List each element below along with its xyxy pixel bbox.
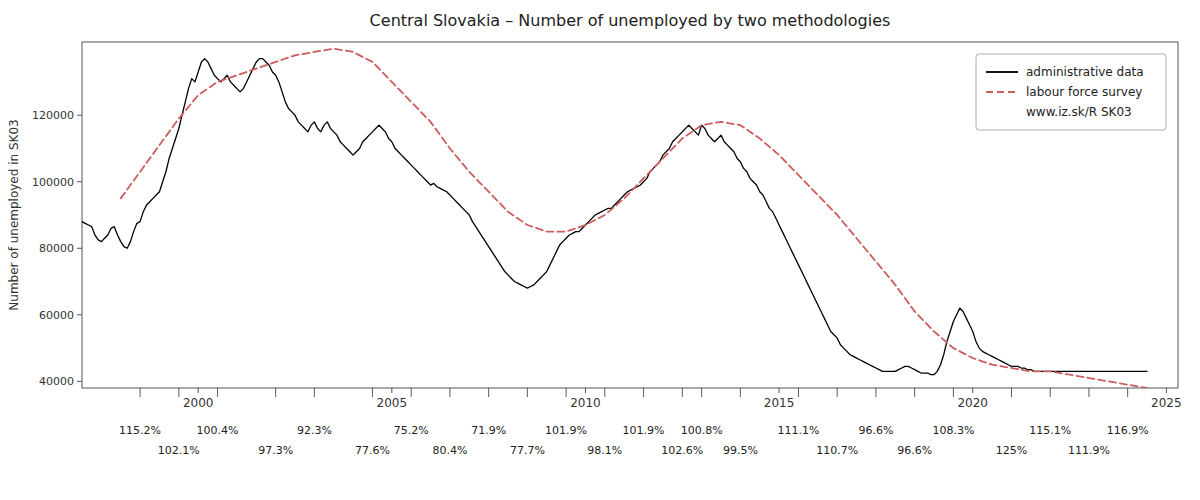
annotation-tick <box>488 388 489 397</box>
x-tick <box>391 388 392 393</box>
x-tick <box>198 388 199 393</box>
annotation-tick <box>875 388 876 397</box>
annotation-tick <box>566 388 567 397</box>
annotation-tick <box>604 388 605 397</box>
y-tick-label: 60000 <box>39 309 74 322</box>
annotation-tick <box>914 388 915 397</box>
legend-label: administrative data <box>1026 65 1144 79</box>
annotation: 71.9% <box>471 424 506 437</box>
annotation: 100.8% <box>681 424 723 437</box>
annotation: 115.2% <box>119 424 161 437</box>
annotation-tick <box>140 388 141 397</box>
annotation: 102.1% <box>158 444 200 457</box>
annotation-tick <box>643 388 644 397</box>
x-tick <box>585 388 586 393</box>
annotation: 115.1% <box>1029 424 1071 437</box>
plot-frame <box>82 42 1178 388</box>
x-tick-label: 2015 <box>764 396 795 410</box>
x-tick <box>972 388 973 393</box>
annotation: 75.2% <box>394 424 429 437</box>
y-tick-label: 120000 <box>32 109 74 122</box>
chart: Central Slovakia – Number of unemployed … <box>0 0 1200 500</box>
annotation-tick <box>740 388 741 397</box>
legend: administrative data labour force survey ww… <box>976 54 1166 130</box>
annotation: 111.9% <box>1068 444 1110 457</box>
y-tick-label: 40000 <box>39 375 74 388</box>
annotation: 77.7% <box>510 444 545 457</box>
legend-swatch <box>986 71 1018 73</box>
annotation-tick <box>953 388 954 397</box>
y-tick <box>77 115 82 116</box>
title: Central Slovakia – Number of unemployed … <box>370 11 891 30</box>
annotation: 92.3% <box>297 424 332 437</box>
legend-swatch <box>986 91 1018 93</box>
annotation: 80.4% <box>432 444 467 457</box>
annotation: 111.1% <box>777 424 819 437</box>
annotation: 108.3% <box>932 424 974 437</box>
annotation-tick <box>372 388 373 397</box>
annotation: 98.1% <box>587 444 622 457</box>
y-label: Number of unemployed in SK03 <box>7 119 21 310</box>
annotation: 101.9% <box>545 424 587 437</box>
annotation-tick <box>275 388 276 397</box>
x-tick <box>779 388 780 393</box>
x-tick <box>1166 388 1167 393</box>
annotation: 102.6% <box>661 444 703 457</box>
annotation-tick <box>527 388 528 397</box>
annotation: 96.6% <box>858 424 893 437</box>
annotation-tick <box>1127 388 1128 397</box>
annotation: 97.3% <box>258 444 293 457</box>
annotation-tick <box>682 388 683 397</box>
annotation: 125% <box>996 444 1027 457</box>
annotation: 101.9% <box>623 424 665 437</box>
annotation-tick <box>314 388 315 397</box>
y-tick <box>77 248 82 249</box>
annotation-tick <box>1088 388 1089 397</box>
annotation: 100.4% <box>197 424 239 437</box>
x-tick-label: 2005 <box>377 396 408 410</box>
annotation-tick <box>411 388 412 397</box>
annotation-tick <box>837 388 838 397</box>
annotation: 110.7% <box>816 444 858 457</box>
annotation: 99.5% <box>723 444 758 457</box>
annotation: 96.6% <box>897 444 932 457</box>
legend-label: labour force survey <box>1026 85 1142 99</box>
y-tick-label: 100000 <box>32 176 74 189</box>
x-tick-label: 2010 <box>570 396 601 410</box>
annotation-tick <box>217 388 218 397</box>
x-tick-label: 2000 <box>183 396 214 410</box>
y-tick <box>77 181 82 182</box>
x-tick-label: 2020 <box>957 396 988 410</box>
annotation-tick <box>701 388 702 397</box>
legend-box <box>976 54 1166 130</box>
y-tick <box>77 381 82 382</box>
annotation: 116.9% <box>1107 424 1149 437</box>
x-tick-label: 2025 <box>1151 396 1182 410</box>
annotation-tick <box>178 388 179 397</box>
y-tick-label: 80000 <box>39 242 74 255</box>
y-tick <box>77 314 82 315</box>
annotation-tick <box>1011 388 1012 397</box>
annotation-tick <box>449 388 450 397</box>
annotation-tick <box>798 388 799 397</box>
annotation-tick <box>1050 388 1051 397</box>
legend-note: www.iz.sk/R SK03 <box>1026 105 1132 119</box>
annotation: 77.6% <box>355 444 390 457</box>
